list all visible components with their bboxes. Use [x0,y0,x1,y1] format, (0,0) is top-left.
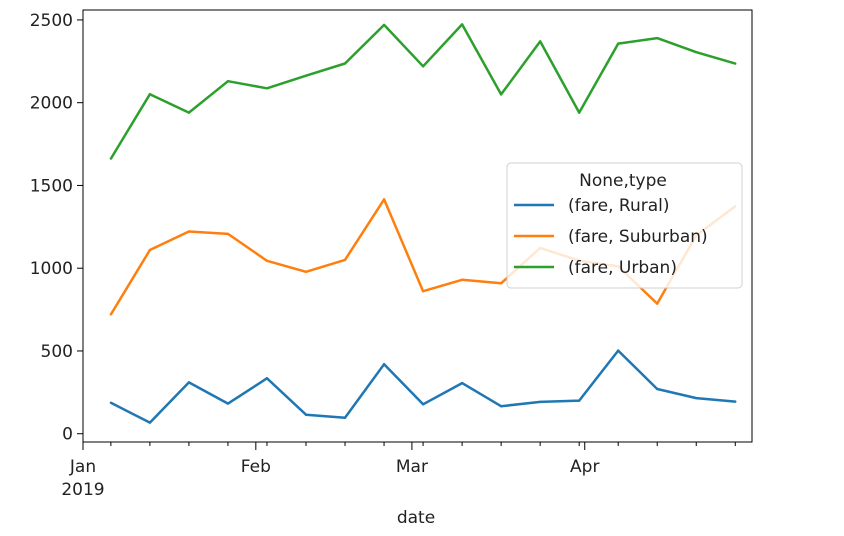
data-point [577,399,581,402]
data-point [734,400,737,403]
data-point [343,62,347,65]
data-point [577,111,581,114]
legend-entries: (fare, Rural) (fare, Suburban) (fare, Urba… [514,196,708,278]
data-point [656,36,659,40]
data-point [382,198,386,201]
data-point [226,402,230,405]
data-point [734,62,737,65]
legend-entry-label: (fare, Rural) [568,196,670,216]
data-point [656,387,659,391]
data-point [304,74,308,77]
data-point [343,258,347,262]
x-tick-label: Feb [241,457,271,477]
y-tick-label: 1500 [30,176,73,196]
data-point [538,40,542,43]
y-tick-label: 2000 [30,94,73,114]
legend-entry-label: (fare, Suburban) [568,227,708,247]
y-tick-label: 500 [41,342,73,362]
x-axis: Jan 2019 Feb Mar Apr [61,442,736,500]
data-point [695,396,698,400]
data-point [382,363,386,366]
data-point [109,401,113,404]
data-point [343,416,347,419]
data-point [187,381,191,384]
data-point [148,93,152,96]
data-point [499,405,503,408]
data-point [109,313,113,316]
y-tick-label: 0 [62,425,73,445]
series-line-0 [110,349,736,424]
x-tick-label: Mar [396,457,428,477]
data-point [460,278,464,281]
data-point [187,111,191,114]
x-axis-label: date [397,508,435,528]
y-tick-label: 2500 [30,11,73,31]
data-point [187,230,191,233]
y-tick-label: 1000 [30,259,73,279]
legend-title: None,type [579,171,667,191]
data-point [617,42,620,45]
y-axis: 0 500 1000 1500 2000 2500 [30,11,83,445]
data-point [421,290,425,293]
legend-entry-label: (fare, Urban) [568,258,677,278]
series-line-2 [109,23,736,160]
data-point [421,65,425,68]
data-point [304,270,308,274]
data-point [695,51,698,54]
data-point [304,413,308,416]
x-tick-sublabel: 2019 [61,480,104,500]
data-point [109,157,113,160]
data-point [226,79,230,83]
data-point [382,23,386,27]
data-point [460,23,464,26]
data-point [421,403,425,406]
data-point [460,381,464,385]
legend: None,type (fare, Rural)(fare, Suburban)(… [506,162,743,289]
data-point [499,282,503,285]
data-point [148,421,152,424]
data-point [148,248,152,252]
x-tick-label: Jan [69,457,96,477]
data-point [499,93,503,96]
data-point [617,349,620,352]
data-point [265,259,269,262]
data-point [265,377,269,380]
data-point [656,302,659,305]
plot-frame [82,9,753,443]
legend-box [506,162,743,289]
data-point [226,232,230,236]
data-point [265,87,269,90]
x-tick-label: Apr [570,457,599,477]
data-point [538,400,542,404]
